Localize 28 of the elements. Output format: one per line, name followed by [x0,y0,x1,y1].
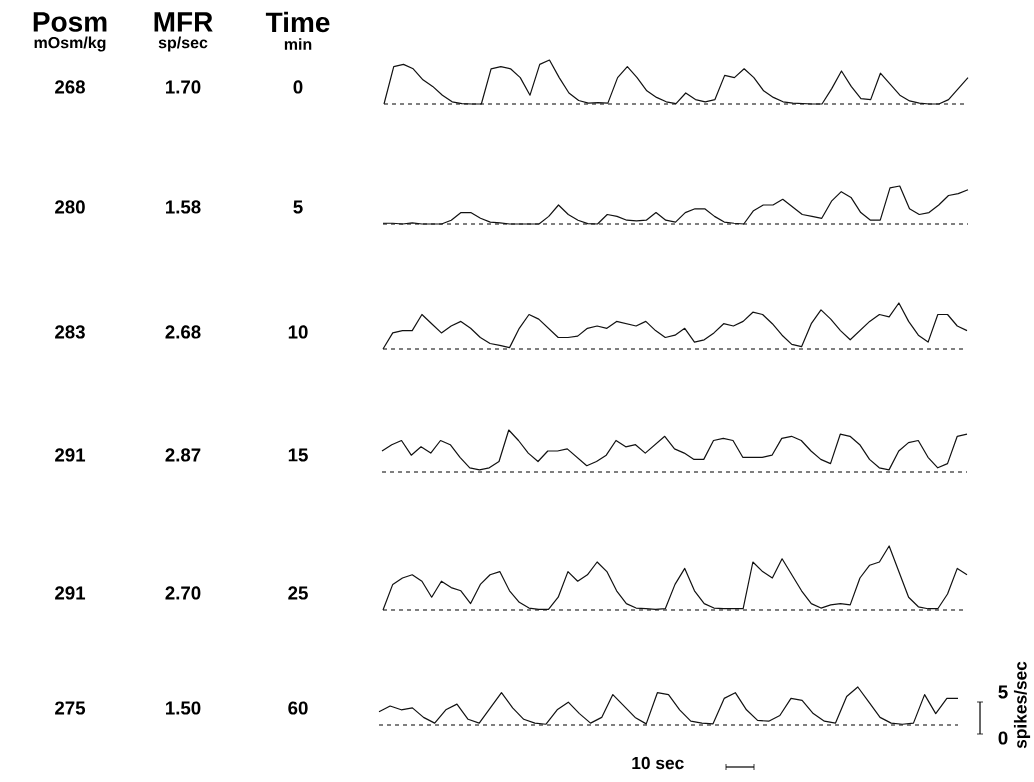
text: mOsm/kg [34,36,106,52]
text: 2.87 [165,448,201,462]
text: 280 [55,200,85,214]
text: 1.58 [166,200,201,214]
text: 291 [55,448,86,462]
text: Posm [33,12,107,32]
text: 291 [55,586,86,600]
text: 60 [288,701,308,715]
text: 10 sec [632,756,684,770]
text: 5 [998,685,1008,699]
text: 25 [288,586,308,600]
text: 0 [293,80,303,94]
text: 10 [288,325,308,339]
text: 268 [55,80,85,94]
text: 5 [293,200,303,214]
text: spikes/sec [1013,661,1031,749]
text: min [284,38,312,50]
text: 2.68 [165,325,201,339]
text: 0 [998,731,1008,745]
text: 15 [288,448,308,462]
text: sp/sec [158,36,208,52]
text: 283 [55,325,85,339]
text: Time [265,11,330,33]
text: 275 [55,701,86,715]
text: 2.70 [165,586,201,600]
text: 1.50 [166,701,201,715]
text: MFR [154,12,213,32]
text: 1.70 [166,80,201,94]
